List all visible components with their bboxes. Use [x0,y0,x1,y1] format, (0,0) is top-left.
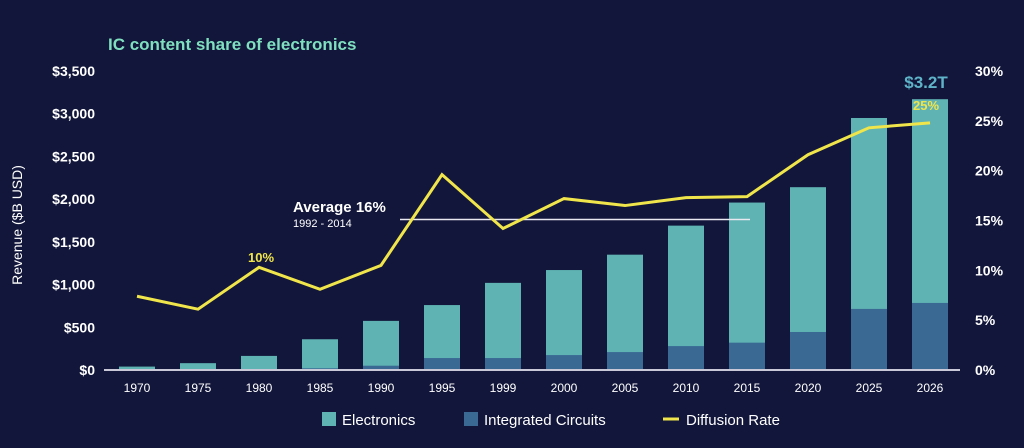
legend: Electronics Integrated Circuits Diffusio… [322,412,780,429]
legend-label-electronics: Electronics [342,412,415,429]
x-tick-label: 2015 [734,381,761,395]
y-tick-label: $1,000 [52,277,95,293]
y2-tick-label: 15% [975,213,1004,229]
x-tick-label: 1985 [307,381,334,395]
average-title: Average 16% [293,199,386,216]
bar-electronics-2000 [546,270,582,370]
x-tick-label: 2020 [795,381,822,395]
x-tick-label: 2026 [917,381,944,395]
y-tick-label: $2,500 [52,148,95,164]
y-tick-label: $3,000 [52,106,95,122]
bar-ic-2005 [607,352,643,370]
bar-ic-2020 [790,332,826,370]
bar-ic-1995 [424,358,460,370]
bar-ic-2015 [729,343,765,370]
y-tick-label: $2,000 [52,191,95,207]
bar-ic-1999 [485,358,521,370]
label-1980: 10% [248,250,274,265]
x-tick-label: 1995 [429,381,456,395]
y-tick-label: $1,500 [52,234,95,250]
bar-ic-2000 [546,355,582,370]
legend-label-ic: Integrated Circuits [484,412,606,429]
x-tick-label: 2000 [551,381,578,395]
chart-title: IC content share of electronics [108,35,356,54]
bar-ic-2010 [668,346,704,370]
x-tick-label: 1975 [185,381,212,395]
bar-ic-2025 [851,309,887,370]
bar-electronics-1990 [363,321,399,370]
x-tick-label: 1970 [124,381,151,395]
bar-electronics-1975 [180,363,216,370]
y-tick-label: $0 [79,362,95,378]
y2-tick-label: 25% [975,113,1004,129]
x-tick-label: 2025 [856,381,883,395]
x-tick-label: 1999 [490,381,517,395]
bar-electronics-1985 [302,339,338,370]
legend-swatch-electronics [322,412,336,426]
bar-electronics-1980 [241,356,277,370]
x-tick-label: 1980 [246,381,273,395]
y-tick-label: $500 [64,319,95,335]
y-tick-label: $3,500 [52,63,95,79]
average-range: 1992 - 2014 [293,218,352,230]
x-tick-label: 2005 [612,381,639,395]
bar-electronics-1999 [485,283,521,370]
label-2026-total: $3.2T [904,73,948,92]
y-axis-label: Revenue ($B USD) [9,165,25,285]
legend-swatch-ic [464,412,478,426]
y2-tick-label: 5% [975,312,996,328]
y2-tick-label: 20% [975,163,1004,179]
y2-tick-label: 30% [975,63,1004,79]
x-tick-label: 1990 [368,381,395,395]
label-2026-pct: 25% [913,98,939,113]
legend-label-diffusion: Diffusion Rate [686,412,780,429]
bar-ic-2026 [912,303,948,370]
y2-tick-label: 10% [975,262,1004,278]
y2-tick-label: 0% [975,362,996,378]
x-tick-label: 2010 [673,381,700,395]
